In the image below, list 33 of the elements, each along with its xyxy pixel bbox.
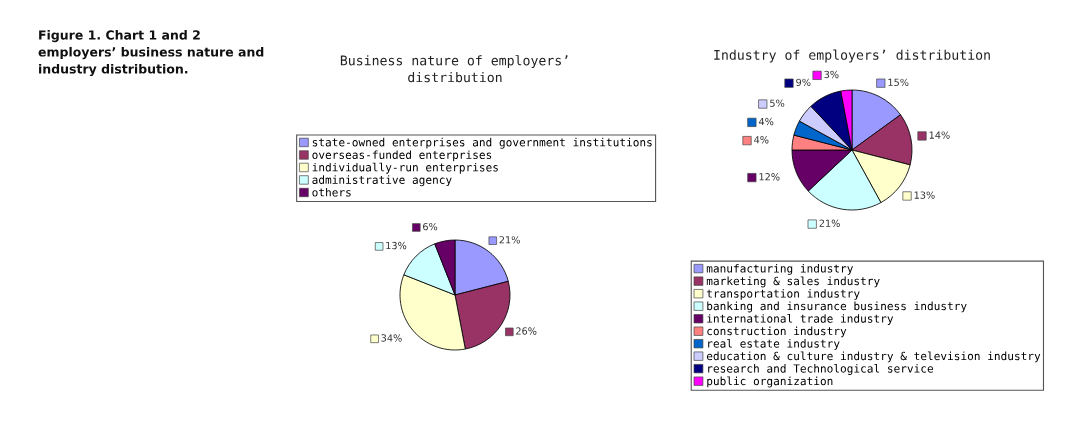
- legend-label: overseas-funded enterprises: [312, 150, 492, 162]
- data-label: 21%: [499, 236, 520, 244]
- data-label: 26%: [516, 327, 537, 335]
- legend-label: administrative agency: [312, 175, 452, 187]
- data-label: 3%: [824, 70, 839, 79]
- legend-label: real estate industry: [708, 339, 840, 350]
- legend-label: individually-run enterprises: [312, 162, 498, 174]
- data-label: 5%: [770, 99, 785, 107]
- legend-label: construction industry: [707, 326, 847, 338]
- legend-label: marketing & sales industry: [706, 276, 880, 288]
- data-label: 9%: [796, 78, 811, 86]
- data-label: 13%: [386, 241, 407, 250]
- legend-label: manufacturing industry: [706, 263, 853, 275]
- legend-label: international trade industry: [707, 314, 894, 325]
- data-label: 6%: [423, 222, 438, 231]
- legend-label: others: [312, 187, 351, 197]
- data-label: 15%: [888, 78, 909, 86]
- caption: Figure 1. Chart 1 and 2 employers’ business nature and industry distribution.: [38, 30, 264, 77]
- data-label: 4%: [758, 117, 774, 126]
- data-label: 13%: [914, 191, 935, 199]
- data-label: 14%: [929, 131, 950, 139]
- legend-label: transportation industry: [706, 289, 860, 300]
- legend-label: public organization: [707, 376, 833, 388]
- legend-label: state-owned enterprises and government institutions: [312, 137, 652, 149]
- data-label: 12%: [759, 173, 780, 181]
- chart-title: Business nature of employers’ distribution: [340, 55, 568, 83]
- data-label: 34%: [381, 334, 402, 342]
- legend-label: banking and insurance business industry: [707, 301, 967, 313]
- legend-label: education & culture industry & television industry: [706, 351, 1041, 363]
- legend-label: research and Technological service: [708, 364, 934, 375]
- chart-title: Industry of employers’ distribution: [714, 49, 990, 63]
- data-label: 21%: [819, 219, 840, 227]
- data-label: 4%: [754, 136, 769, 144]
